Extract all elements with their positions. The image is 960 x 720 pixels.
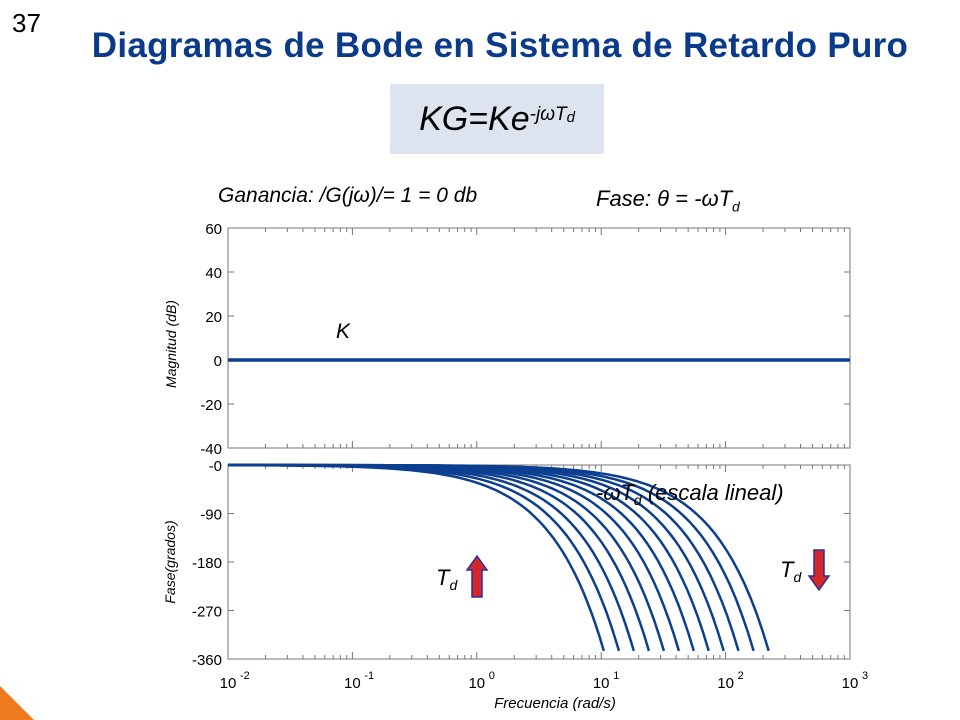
magnitude-tick-label: 40 bbox=[205, 265, 222, 282]
magnitude-tick-label: 60 bbox=[205, 221, 222, 238]
phase-tick-label: -0 bbox=[209, 458, 222, 475]
x-tick-base: 10 bbox=[717, 675, 734, 692]
x-tick-exponent: 3 bbox=[862, 670, 868, 682]
phase-tick-label: -90 bbox=[200, 507, 222, 524]
phase-curve bbox=[228, 463, 635, 652]
x-tick-label: 10 2 bbox=[717, 670, 743, 692]
phase-curve bbox=[228, 463, 651, 652]
td-increase-arrow-down bbox=[807, 549, 831, 592]
x-tick-exponent: 0 bbox=[489, 670, 495, 682]
phase-tick-label: -180 bbox=[192, 555, 222, 572]
corner-decoration bbox=[0, 686, 34, 720]
magnitude-plot-frame bbox=[227, 227, 851, 449]
phase-tick-label: -270 bbox=[192, 604, 222, 621]
x-tick-base: 10 bbox=[344, 675, 361, 692]
td-down-annotation: Td bbox=[780, 557, 802, 585]
slide-number: 37 bbox=[12, 8, 41, 38]
phase-axis-label: Fase(grados) bbox=[162, 520, 178, 603]
x-tick-label: 10 0 bbox=[468, 670, 494, 692]
formula-exponent: -jωTd bbox=[529, 104, 575, 126]
x-tick-label: 10 3 bbox=[842, 670, 868, 692]
x-tick-base: 10 bbox=[842, 675, 859, 692]
gain-caption: Ganancia: /G(jω)/= 1 = 0 db bbox=[218, 184, 478, 207]
formula-base: KG=Ke bbox=[419, 99, 530, 138]
phase-tick-label: -360 bbox=[192, 652, 222, 669]
x-tick-label: 10 1 bbox=[593, 670, 619, 692]
magnitude-axis-label: Magnitud (dB) bbox=[163, 300, 179, 388]
magnitude-tick-label: -20 bbox=[200, 397, 222, 414]
phase-caption: Fase: θ = -ωTd bbox=[596, 186, 740, 215]
x-tick-label: 10 -1 bbox=[344, 670, 374, 692]
phase-curve bbox=[228, 463, 770, 652]
x-tick-exponent: -2 bbox=[240, 670, 250, 682]
magnitude-tick-label: -40 bbox=[200, 441, 222, 458]
x-tick-exponent: -1 bbox=[364, 670, 374, 682]
x-tick-base: 10 bbox=[220, 675, 237, 692]
magnitude-tick-label: 0 bbox=[214, 353, 222, 370]
slide-title: Diagramas de Bode en Sistema de Retardo … bbox=[91, 26, 909, 65]
x-tick-exponent: 1 bbox=[613, 670, 619, 682]
k-annotation: K bbox=[336, 320, 351, 343]
td-up-annotation: Td bbox=[436, 565, 458, 593]
x-tick-base: 10 bbox=[593, 675, 610, 692]
x-tick-label: 10 -2 bbox=[220, 670, 250, 692]
magnitude-tick-label: 20 bbox=[205, 309, 222, 326]
linear-scale-annotation: -ωTd (escala lineal) bbox=[596, 480, 784, 508]
x-tick-exponent: 2 bbox=[738, 670, 744, 682]
x-tick-base: 10 bbox=[468, 675, 485, 692]
frequency-axis-label: Frecuencia (rad/s) bbox=[494, 695, 616, 712]
transfer-function-box: KG=Ke -jωTd bbox=[390, 84, 604, 154]
td-increase-arrow-up bbox=[465, 554, 489, 598]
